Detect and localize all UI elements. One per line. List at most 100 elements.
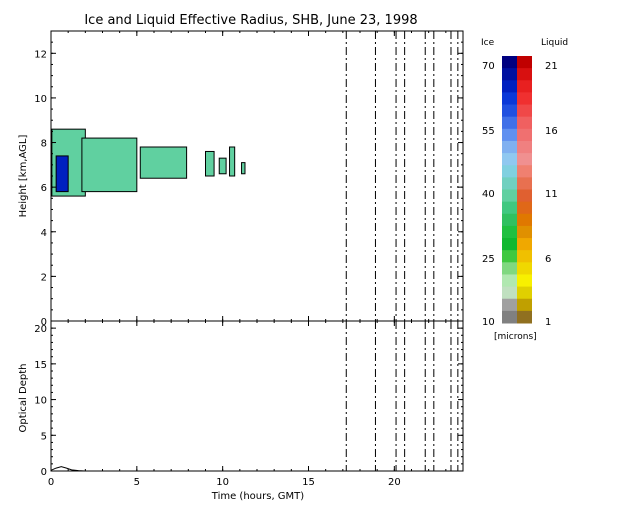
colorbar-ice-swatch	[502, 189, 517, 203]
colorbar-liquid-swatch	[517, 274, 532, 288]
chart-title: Ice and Liquid Effective Radius, SHB, Ju…	[84, 13, 417, 28]
cloud-region	[205, 150, 215, 177]
y-tick-label: 5	[41, 431, 47, 442]
colorbar-ice-swatch	[502, 116, 517, 130]
colorbar-liquid-swatch	[517, 92, 532, 106]
colorbar-ice-swatch	[502, 250, 517, 263]
cloud-region	[229, 146, 236, 177]
colorbar-liquid-swatch	[517, 250, 532, 263]
colorbar-liquid-swatch	[517, 262, 532, 275]
y-tick-label: 12	[34, 49, 47, 60]
x-tick-label: 5	[134, 477, 140, 488]
cloud-region	[218, 157, 227, 175]
colorbar-ice-swatch	[502, 153, 517, 166]
colorbar-liquid-scale	[517, 56, 532, 324]
colorbar-ice-swatch	[502, 201, 517, 215]
colorbar-liquid-swatch	[517, 165, 532, 178]
colorbar-ice-swatch	[502, 213, 517, 227]
colorbar-ice-tick: 40	[482, 189, 495, 200]
colorbar-ice-swatch	[502, 80, 517, 93]
colorbar-ice-scale	[502, 56, 517, 324]
colorbar-liquid-tick: 1	[545, 317, 551, 328]
colorbar-ice-swatch	[502, 68, 517, 81]
optical-depth-line	[50, 466, 463, 472]
cloud-region	[241, 162, 246, 175]
colorbar-ice-swatch	[502, 177, 517, 190]
colorbar-liquid-swatch	[517, 68, 532, 81]
colorbar-liquid-swatch	[517, 310, 532, 324]
cloud-layer	[51, 128, 246, 197]
colorbar-ice-swatch	[502, 238, 517, 251]
colorbar-ice-swatch	[502, 286, 517, 300]
colorbar-liquid-swatch	[517, 153, 532, 166]
colorbar-liquid-swatch	[517, 177, 532, 190]
colorbar-ice-swatch	[502, 262, 517, 275]
colorbar-liquid-swatch	[517, 116, 532, 130]
y-tick-label: 10	[34, 94, 47, 105]
colorbar-liquid-swatch	[517, 128, 532, 142]
y-tick-label: 20	[34, 324, 47, 335]
colorbar-liquid-swatch	[517, 298, 532, 312]
colorbar-liquid-swatch	[517, 286, 532, 300]
x-tick-label: 20	[388, 477, 401, 488]
colorbar-liquid-swatch	[517, 140, 532, 154]
colorbar-ice-tick: 70	[482, 61, 495, 72]
colorbar-ice-swatch	[502, 165, 517, 178]
colorbar-ice-swatch	[502, 274, 517, 288]
cloud-region	[139, 146, 188, 179]
colorbar-liquid-swatch	[517, 201, 532, 215]
top-y-axis-label: Height [km,AGL]	[18, 135, 29, 218]
colorbar: Ice Liquid 70 55 40 25 10 21 16 11 6 1 [microns]	[481, 38, 568, 342]
x-tick-label: 0	[48, 477, 54, 488]
cloud-region	[81, 137, 138, 193]
colorbar-liquid-swatch	[517, 189, 532, 203]
colorbar-ice-swatch	[502, 56, 517, 69]
colorbar-ice-tick: 25	[482, 254, 495, 265]
colorbar-ice-swatch	[502, 225, 517, 239]
colorbar-liquid-swatch	[517, 238, 532, 251]
colorbar-liquid-label: Liquid	[541, 38, 568, 48]
colorbar-ice-label: Ice	[481, 38, 495, 48]
y-tick-label: 15	[34, 360, 47, 371]
bottom-y-axis-label: Optical Depth	[18, 364, 29, 433]
cloud-region	[55, 155, 69, 193]
dashed-lines	[345, 321, 459, 471]
effective-radius-panel: 0 2 4 6 8 10 12 Height [km,AGL]	[18, 30, 464, 328]
colorbar-liquid-tick: 16	[545, 126, 558, 137]
colorbar-ice-swatch	[502, 140, 517, 154]
colorbar-units-label: [microns]	[494, 332, 537, 342]
x-axis-label: Time (hours, GMT)	[211, 491, 305, 502]
y-tick-label: 0	[41, 467, 47, 478]
y-tick-label: 0	[41, 317, 47, 328]
colorbar-ice-tick: 55	[482, 126, 495, 137]
colorbar-liquid-tick: 11	[545, 189, 558, 200]
colorbar-liquid-swatch	[517, 56, 532, 69]
y-tick-label: 4	[41, 228, 47, 239]
colorbar-ice-swatch	[502, 92, 517, 106]
x-axis-ticks: 0 5 10 15 20	[48, 31, 464, 488]
colorbar-liquid-swatch	[517, 80, 532, 93]
colorbar-ticks: 70 55 40 25 10 21 16 11 6 1	[482, 61, 558, 328]
y-tick-label: 8	[41, 139, 47, 150]
colorbar-ice-swatch	[502, 104, 517, 118]
dashed-lines	[345, 31, 459, 321]
colorbar-ice-swatch	[502, 310, 517, 324]
y-axis-ticks: 0 5 10 15 20	[34, 320, 463, 478]
x-tick-label: 10	[216, 477, 229, 488]
y-tick-label: 10	[34, 396, 47, 407]
x-tick-label: 15	[302, 477, 315, 488]
colorbar-liquid-swatch	[517, 225, 532, 239]
y-tick-label: 6	[41, 183, 47, 194]
bottom-plot-frame	[50, 320, 464, 472]
colorbar-ice-tick: 10	[482, 317, 495, 328]
colorbar-ice-swatch	[502, 298, 517, 312]
colorbar-liquid-swatch	[517, 104, 532, 118]
colorbar-liquid-swatch	[517, 213, 532, 227]
colorbar-liquid-tick: 6	[545, 254, 551, 265]
colorbar-liquid-tick: 21	[545, 61, 558, 72]
y-tick-label: 2	[41, 272, 47, 283]
colorbar-ice-swatch	[502, 128, 517, 142]
